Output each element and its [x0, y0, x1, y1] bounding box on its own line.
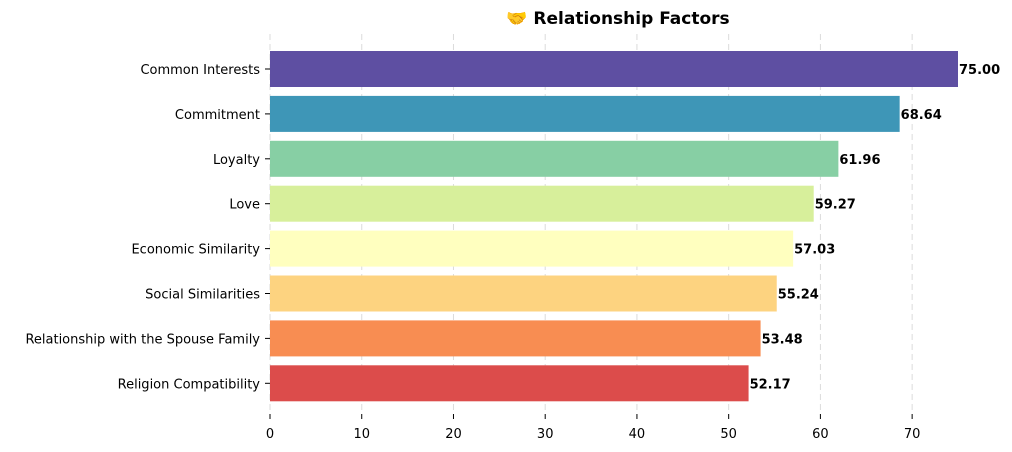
value-label: 61.96 [839, 153, 880, 168]
category-label: Religion Compatibility [118, 377, 261, 392]
value-label: 68.64 [901, 108, 942, 123]
bar [270, 140, 839, 177]
bar [270, 320, 761, 357]
bar [270, 365, 749, 402]
x-axis: 0 10 20 30 40 50 60 70 [266, 414, 921, 442]
value-labels: 75.00 68.64 61.96 59.27 57.03 55.24 53.48 52.17 [750, 63, 1001, 392]
chart-title: 🤝 Relationship Factors [506, 9, 729, 29]
bar [270, 185, 814, 222]
value-label: 53.48 [762, 332, 803, 347]
x-tick-label: 20 [445, 427, 462, 442]
category-label: Commitment [175, 108, 260, 123]
x-tick-label: 10 [353, 427, 370, 442]
category-label: Relationship with the Spouse Family [25, 332, 260, 347]
value-label: 55.24 [778, 288, 819, 303]
x-tick-label: 70 [904, 427, 921, 442]
category-label: Love [229, 198, 260, 213]
bars [270, 51, 958, 402]
bar [270, 275, 777, 312]
x-tick-label: 60 [812, 427, 829, 442]
bar [270, 95, 900, 132]
value-label: 57.03 [794, 243, 835, 258]
bar [270, 230, 794, 267]
category-label: Social Similarities [145, 288, 260, 303]
bar [270, 51, 958, 87]
category-label: Loyalty [213, 153, 260, 168]
x-tick-label: 50 [720, 427, 737, 442]
category-label: Common Interests [140, 63, 260, 78]
value-label: 75.00 [959, 63, 1000, 78]
value-label: 59.27 [815, 198, 856, 213]
x-tick-label: 30 [537, 427, 554, 442]
category-label: Economic Similarity [131, 243, 260, 258]
value-label: 52.17 [750, 377, 791, 392]
category-labels: Common Interests Commitment Loyalty Love Eco… [25, 63, 270, 392]
x-tick-label: 40 [629, 427, 646, 442]
x-tick-label: 0 [266, 427, 274, 442]
